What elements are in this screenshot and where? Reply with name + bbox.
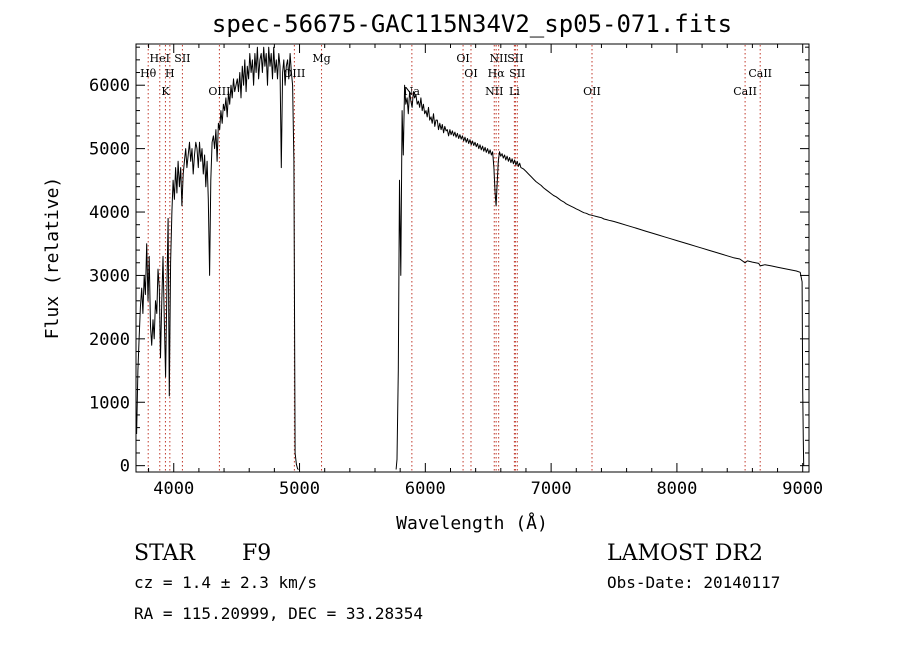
axis-ticks: 4000 5000 6000 7000 8000 9000 0 1000 2000 3000 400… xyxy=(89,44,823,499)
spectral-line-label: H xyxy=(165,67,175,80)
object-subclass: F9 xyxy=(242,541,271,566)
spectral-line-label: OIII xyxy=(208,85,230,98)
redshift-value: cz = 1.4 ± 2.3 km/s xyxy=(134,573,317,592)
spectral-line-label: K xyxy=(161,85,170,98)
y-tick-label: 3000 xyxy=(89,266,130,286)
spectral-line-label: HeI xyxy=(150,52,170,65)
y-tick-label: 4000 xyxy=(89,203,130,223)
spectral-line-label: SII xyxy=(174,52,190,65)
spectral-line-label: CaII xyxy=(733,85,757,98)
x-tick-label: 8000 xyxy=(656,479,697,499)
plot-frame xyxy=(135,43,810,473)
chart-title: spec-56675-GAC115N34V2_sp05-071.fits xyxy=(212,10,732,38)
spectral-line-label: OII xyxy=(583,85,601,98)
plot-area: 4000 5000 6000 7000 8000 9000 0 1000 2000 3000 400… xyxy=(89,43,823,499)
y-tick-label: 1000 xyxy=(89,393,130,413)
sky-coordinates: RA = 115.20999, DEC = 33.28354 xyxy=(134,604,423,623)
spectral-line-label: Hθ xyxy=(140,67,157,80)
spectral-line-label: Na xyxy=(404,85,421,98)
survey-name: LAMOST DR2 xyxy=(607,541,763,566)
spectral-line-label: OI xyxy=(464,67,477,80)
spectral-line-label: OIII xyxy=(283,67,305,80)
observation-date: Obs-Date: 20140117 xyxy=(607,573,780,592)
x-tick-label: 5000 xyxy=(279,479,320,499)
object-class: STAR xyxy=(134,541,196,566)
x-tick-label: 7000 xyxy=(531,479,572,499)
spectral-line-markers xyxy=(147,45,761,471)
spectral-line-label: SII xyxy=(509,67,525,80)
x-axis-label: Wavelength (Å) xyxy=(396,512,548,534)
spectrum-line xyxy=(395,84,805,470)
y-axis-label: Flux (relative) xyxy=(42,177,63,340)
y-tick-label: 2000 xyxy=(89,330,130,350)
y-tick-label: 6000 xyxy=(89,76,130,96)
x-tick-label: 4000 xyxy=(153,479,194,499)
spectral-line-label: Li xyxy=(509,85,520,98)
y-tick-label: 0 xyxy=(120,457,130,477)
x-tick-label: 6000 xyxy=(405,479,446,499)
spectral-line-label: CaII xyxy=(748,67,772,80)
spectrum-line xyxy=(136,46,299,470)
spectral-line-label: NII xyxy=(485,85,503,98)
x-tick-label: 9000 xyxy=(782,479,823,499)
spectral-line-label: Hα xyxy=(488,67,506,80)
spectrum-trace xyxy=(136,46,805,470)
spectral-line-label: Mg xyxy=(312,52,330,65)
spectral-line-label: SII xyxy=(507,52,523,65)
spectral-line-label: NII xyxy=(490,52,508,65)
y-tick-label: 5000 xyxy=(89,140,130,160)
spectral-line-label: OI xyxy=(456,52,469,65)
